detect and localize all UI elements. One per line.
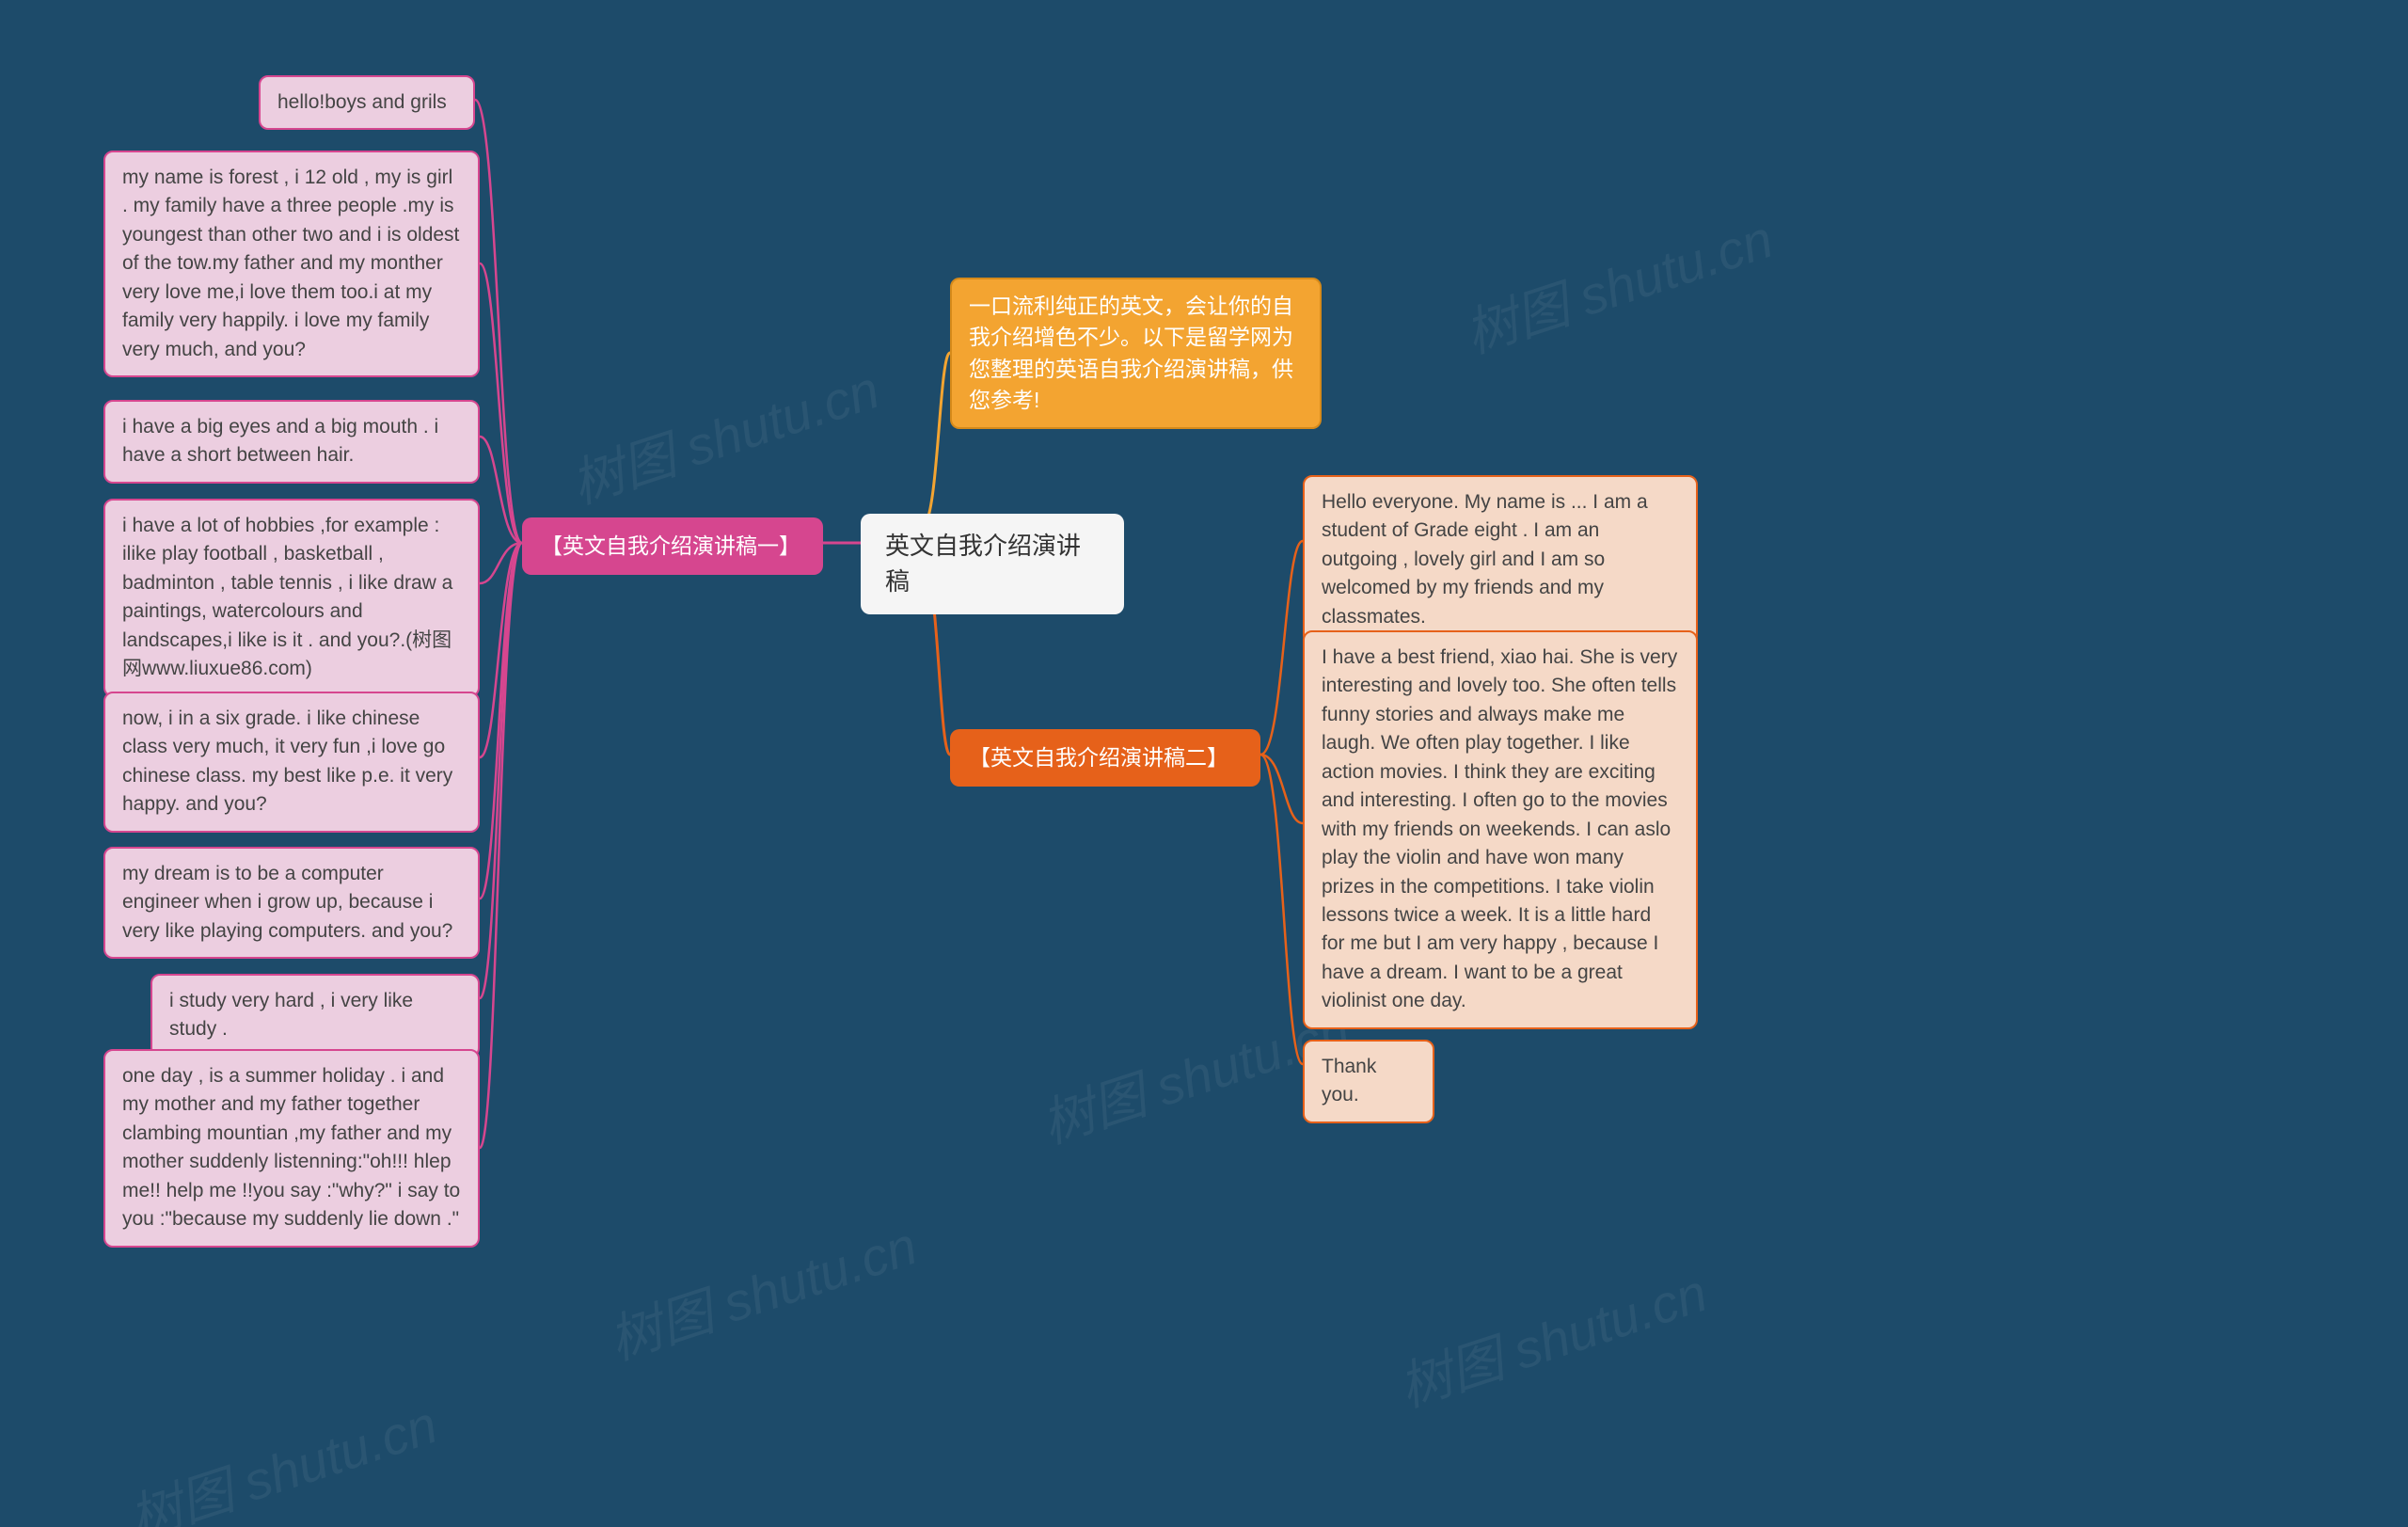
right-branch-main: 【英文自我介绍演讲稿二】 bbox=[950, 729, 1260, 787]
watermark: 树图 shutu.cn bbox=[1454, 198, 1782, 369]
left-leaf-1: my name is forest , i 12 old , my is gir… bbox=[103, 151, 480, 377]
left-branch-main: 【英文自我介绍演讲稿一】 bbox=[522, 517, 823, 575]
watermark: 树图 shutu.cn bbox=[598, 1204, 926, 1376]
watermark: 树图 shutu.cn bbox=[561, 348, 888, 519]
watermark: 树图 shutu.cn bbox=[119, 1383, 446, 1527]
intro-node: 一口流利纯正的英文，会让你的自我介绍增色不少。以下是留学网为您整理的英语自我介绍… bbox=[950, 278, 1322, 429]
left-leaf-2: i have a big eyes and a big mouth . i ha… bbox=[103, 400, 480, 484]
right-leaf-1: I have a best friend, xiao hai. She is v… bbox=[1303, 630, 1698, 1029]
left-leaf-7: one day , is a summer holiday . i and my… bbox=[103, 1049, 480, 1248]
left-leaf-0: hello!boys and grils bbox=[259, 75, 475, 130]
right-leaf-0: Hello everyone. My name is ... I am a st… bbox=[1303, 475, 1698, 644]
right-leaf-2: Thank you. bbox=[1303, 1040, 1434, 1123]
left-leaf-4: now, i in a six grade. i like chinese cl… bbox=[103, 692, 480, 833]
watermark: 树图 shutu.cn bbox=[1388, 1251, 1716, 1423]
left-leaf-3: i have a lot of hobbies ,for example : i… bbox=[103, 499, 480, 697]
center-node: 英文自我介绍演讲稿 bbox=[861, 514, 1124, 614]
left-leaf-6: i study very hard , i very like study . bbox=[150, 974, 480, 1058]
left-leaf-5: my dream is to be a computer engineer wh… bbox=[103, 847, 480, 959]
